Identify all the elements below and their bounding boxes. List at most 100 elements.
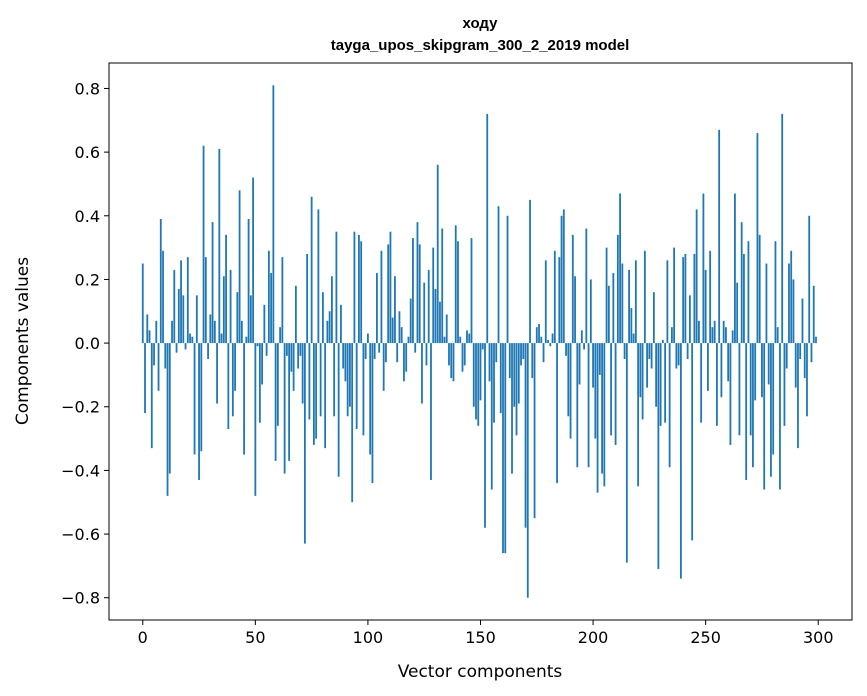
bar-88 <box>340 304 342 344</box>
bar-243 <box>688 295 691 344</box>
bar-186 <box>560 215 563 344</box>
y-axis-label: Components values <box>13 257 33 425</box>
bar-176 <box>538 323 540 344</box>
bar-201 <box>594 343 597 439</box>
bar-296 <box>808 215 811 344</box>
bar-30 <box>209 314 212 344</box>
bar-90 <box>344 343 347 382</box>
bar-171 <box>526 343 529 598</box>
y-tick-label: −0.6 <box>61 525 100 544</box>
x-tick-label: 200 <box>578 628 609 647</box>
bar-45 <box>243 343 245 455</box>
bar-208 <box>610 343 612 436</box>
bar-280 <box>772 343 775 455</box>
bar-147 <box>472 343 475 407</box>
bar-281 <box>774 241 777 344</box>
bar-295 <box>806 343 808 417</box>
chart-title: ходу <box>463 15 499 32</box>
bar-272 <box>754 343 757 401</box>
bar-118 <box>407 336 410 344</box>
bar-29 <box>207 343 209 359</box>
bar-289 <box>792 279 795 344</box>
bar-114 <box>398 311 401 344</box>
bar-72 <box>303 343 306 544</box>
bar-1 <box>144 343 146 414</box>
bar-174 <box>533 343 536 519</box>
bar-93 <box>351 343 354 503</box>
bar-251 <box>707 343 709 391</box>
bar-234 <box>668 343 671 468</box>
bar-7 <box>157 343 160 391</box>
bar-266 <box>740 222 743 344</box>
bar-137 <box>450 343 453 379</box>
bar-68 <box>294 285 297 344</box>
bar-65 <box>288 343 291 461</box>
bar-172 <box>529 199 531 344</box>
bar-42 <box>236 292 239 344</box>
bar-23 <box>193 343 196 455</box>
bar-143 <box>463 343 466 366</box>
bar-265 <box>738 343 741 436</box>
bar-104 <box>376 273 378 344</box>
bar-240 <box>682 257 685 344</box>
bar-175 <box>535 327 538 344</box>
bar-198 <box>587 343 590 468</box>
bar-283 <box>779 343 781 490</box>
bar-163 <box>508 343 511 379</box>
bar-224 <box>646 343 649 388</box>
bar-41 <box>234 343 236 391</box>
bar-57 <box>270 273 273 344</box>
bar-213 <box>621 263 624 344</box>
bar-82 <box>326 320 329 344</box>
bar-66 <box>290 343 293 372</box>
bar-92 <box>349 343 351 407</box>
bar-27 <box>202 145 205 344</box>
y-tick-label: 0.0 <box>75 334 100 353</box>
bar-245 <box>693 253 696 344</box>
bar-185 <box>558 257 561 344</box>
bar-17 <box>180 260 182 344</box>
bar-64 <box>285 343 288 356</box>
bar-110 <box>389 231 392 344</box>
bar-247 <box>698 320 700 344</box>
bar-124 <box>421 343 423 404</box>
bar-59 <box>274 343 277 461</box>
bar-95 <box>355 343 358 430</box>
bar-223 <box>643 250 646 344</box>
bar-34 <box>218 148 221 344</box>
bar-252 <box>709 250 712 344</box>
bar-6 <box>155 320 158 344</box>
bar-219 <box>634 260 637 344</box>
bar-10 <box>164 343 167 369</box>
bar-94 <box>353 231 356 344</box>
bar-199 <box>589 279 592 344</box>
bar-52 <box>258 343 261 423</box>
bar-291 <box>797 343 799 449</box>
y-tick-label: −0.4 <box>61 461 100 480</box>
bar-136 <box>448 343 450 366</box>
bar-200 <box>592 343 594 388</box>
bar-238 <box>677 343 680 366</box>
bar-111 <box>391 317 394 344</box>
bar-275 <box>761 343 763 398</box>
bar-241 <box>684 253 687 344</box>
bar-274 <box>758 234 761 344</box>
bar-67 <box>292 343 295 391</box>
bar-39 <box>229 269 232 344</box>
bar-203 <box>598 343 601 375</box>
bar-83 <box>328 311 331 344</box>
y-tick-label: 0.2 <box>75 270 100 289</box>
bar-63 <box>283 343 286 474</box>
bar-154 <box>488 343 491 382</box>
bar-282 <box>776 327 779 344</box>
bar-46 <box>245 336 248 344</box>
bar-156 <box>493 343 495 423</box>
bar-14 <box>173 269 176 344</box>
bar-76 <box>312 343 315 445</box>
bar-166 <box>515 343 518 436</box>
bar-215 <box>625 343 628 563</box>
bar-168 <box>520 343 522 366</box>
bar-40 <box>231 343 234 417</box>
bar-152 <box>484 343 486 528</box>
bar-151 <box>481 343 484 350</box>
